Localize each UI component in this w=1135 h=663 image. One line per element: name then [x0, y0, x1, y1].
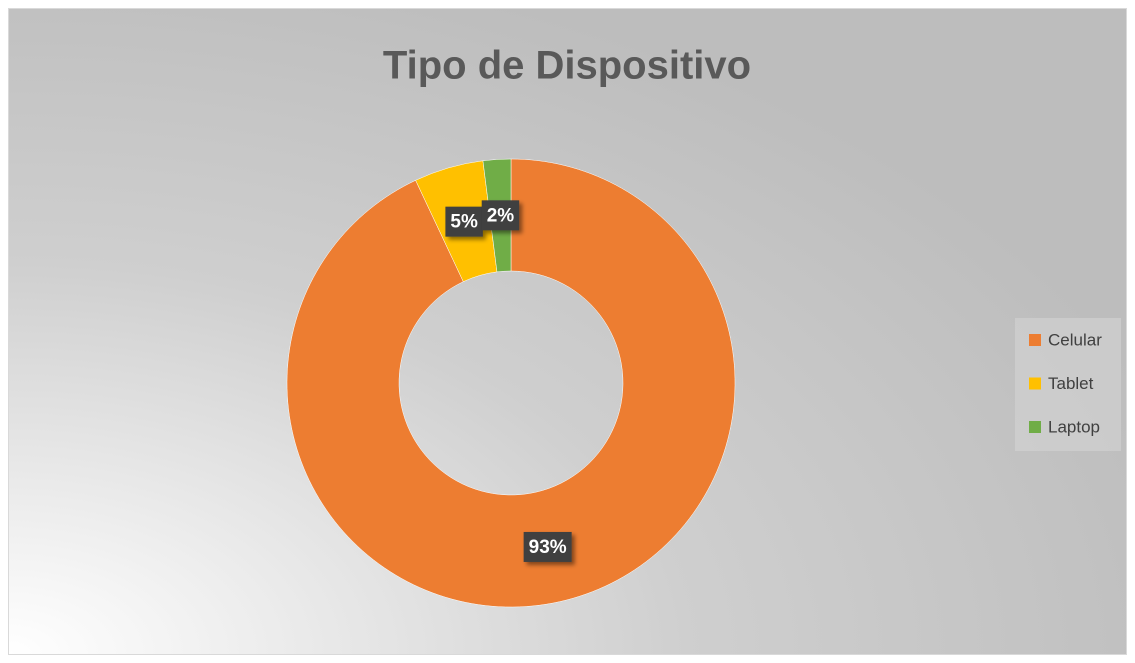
legend-label: Laptop [1048, 417, 1100, 436]
legend-label: Celular [1048, 330, 1102, 349]
data-label-box [445, 206, 483, 237]
data-label-box [481, 200, 520, 231]
data-label: 2% [481, 200, 520, 231]
data-label-text: 2% [487, 205, 515, 226]
legend-swatch [1029, 334, 1041, 346]
data-label-text: 5% [450, 212, 478, 233]
data-label-box [523, 531, 572, 562]
data-label: 5% [445, 206, 483, 237]
data-label: 93% [523, 531, 572, 562]
legend-swatch [1029, 377, 1041, 390]
legend-label: Tablet [1048, 374, 1094, 393]
data-label-text: 93% [529, 537, 567, 558]
donut-slice [286, 158, 736, 608]
legend-swatch [1029, 421, 1041, 433]
chart-title: Tipo de Dispositivo [383, 44, 751, 88]
